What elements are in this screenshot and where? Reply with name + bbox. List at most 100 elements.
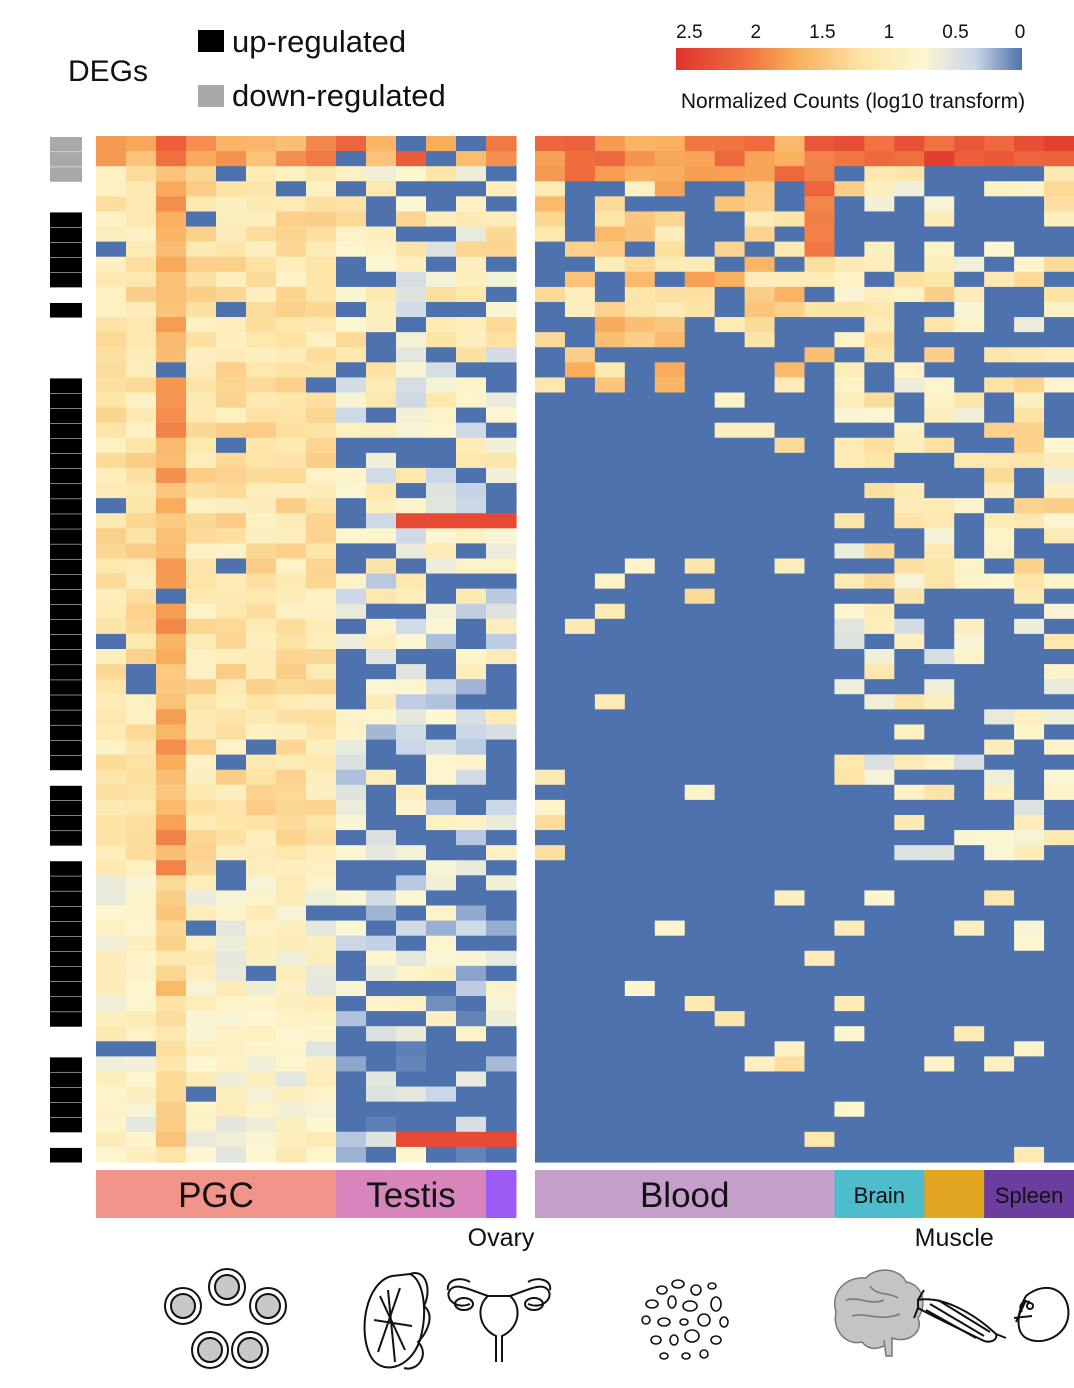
- heatmap-cell: [535, 573, 566, 590]
- heatmap-cell: [804, 181, 836, 197]
- heatmap-cell: [864, 407, 895, 424]
- heatmap-cell: [276, 633, 307, 650]
- heatmap-cell: [456, 845, 487, 861]
- heatmap-cell: [426, 166, 457, 182]
- heatmap-cell: [984, 483, 1015, 499]
- heatmap-cell: [306, 196, 337, 213]
- heatmap-cell: [564, 256, 596, 273]
- heatmap-cell: [564, 1071, 596, 1088]
- heatmap-cell: [535, 543, 566, 560]
- heatmap-cell: [804, 694, 836, 710]
- heatmap-cell: [894, 362, 925, 379]
- heatmap-cell: [894, 196, 925, 213]
- heatmap-cell: [216, 332, 247, 348]
- heatmap-cell: [834, 950, 865, 967]
- deg-up-marker: [50, 725, 82, 741]
- heatmap-cell: [1014, 890, 1045, 907]
- heatmap-cell: [186, 211, 217, 228]
- heatmap-cell: [654, 1041, 686, 1057]
- heatmap-cell: [1014, 422, 1045, 439]
- heatmap-cell: [1044, 573, 1074, 590]
- heatmap-cell: [456, 317, 487, 333]
- heatmap-cell: [186, 483, 217, 499]
- heatmap-cell: [246, 467, 277, 484]
- heatmap-cell: [834, 830, 865, 846]
- deg-up-marker: [50, 619, 82, 635]
- heatmap-cell: [396, 347, 427, 363]
- heatmap-cell: [864, 377, 895, 394]
- heatmap-cell: [654, 799, 686, 816]
- heatmap-cell: [306, 1116, 337, 1133]
- heatmap-cell: [714, 1056, 746, 1073]
- heatmap-cell: [954, 196, 985, 213]
- heatmap-cell: [486, 332, 517, 348]
- heatmap-cell: [564, 1086, 596, 1103]
- heatmap-cell: [984, 679, 1015, 695]
- heatmap-cell: [984, 558, 1015, 575]
- heatmap-cell: [306, 407, 337, 424]
- heatmap-cell: [624, 1041, 656, 1057]
- heatmap-cell: [126, 1146, 157, 1163]
- heatmap-cell: [246, 196, 277, 213]
- heatmap-cell: [276, 452, 307, 469]
- heatmap-cell: [864, 301, 895, 318]
- heatmap-cell: [276, 286, 307, 303]
- heatmap-cell: [306, 1011, 337, 1027]
- heatmap-cell: [186, 1071, 217, 1088]
- heatmap-cell: [216, 483, 247, 499]
- heatmap-cell: [216, 1131, 247, 1148]
- heatmap-cell: [366, 1146, 397, 1163]
- heatmap-cell: [186, 1011, 217, 1027]
- heatmap-cell: [186, 784, 217, 801]
- heatmap-cell: [744, 317, 776, 333]
- heatmap-cell: [684, 362, 716, 379]
- heatmap-cell: [186, 739, 217, 756]
- heatmap-cell: [216, 573, 247, 590]
- heatmap-cell: [1044, 136, 1074, 152]
- heatmap-cell: [954, 784, 985, 801]
- heatmap-cell: [246, 1041, 277, 1057]
- heatmap-cell: [535, 407, 566, 424]
- heatmap-cell: [156, 920, 187, 937]
- heatmap-cell: [246, 1116, 277, 1133]
- heatmap-cell: [336, 422, 367, 439]
- heatmap-cell: [594, 694, 626, 710]
- heatmap-cell: [306, 649, 337, 665]
- heatmap-cell: [186, 136, 217, 152]
- heatmap-cell: [804, 483, 836, 499]
- heatmap-cell: [804, 452, 836, 469]
- heatmap-cell: [426, 136, 457, 152]
- heatmap-cell: [456, 226, 487, 243]
- heatmap-cell: [834, 1041, 865, 1057]
- heatmap-cell: [834, 301, 865, 318]
- heatmap-cell: [654, 377, 686, 394]
- heatmap-cell: [126, 467, 157, 484]
- heatmap-cell: [564, 1041, 596, 1057]
- heatmap-cell: [594, 603, 626, 620]
- heatmap-cell: [744, 301, 776, 318]
- colorbar-tick-label: 2: [751, 22, 762, 43]
- heatmap-cell: [96, 241, 127, 258]
- heatmap-cell: [126, 649, 157, 665]
- heatmap-cell: [564, 136, 596, 152]
- heatmap-cell: [804, 935, 836, 952]
- heatmap-cell: [246, 1131, 277, 1148]
- heatmap-cell: [714, 422, 746, 439]
- heatmap-cell: [246, 377, 277, 394]
- heatmap-cell: [804, 633, 836, 650]
- heatmap-cell: [984, 226, 1015, 243]
- heatmap-cell: [246, 1146, 277, 1163]
- heatmap-cell: [426, 694, 457, 710]
- heatmap-cell: [366, 332, 397, 348]
- heatmap-cell: [654, 920, 686, 937]
- heatmap-cell: [984, 573, 1015, 590]
- heatmap-cell: [1014, 528, 1045, 544]
- heatmap-cell: [714, 618, 746, 635]
- heatmap-cell: [834, 588, 865, 605]
- heatmap-cell: [804, 136, 836, 152]
- heatmap-cell: [804, 1011, 836, 1027]
- heatmap-cell: [744, 573, 776, 590]
- heatmap-cell: [535, 483, 566, 499]
- heatmap-cell: [396, 286, 427, 303]
- heatmap-cell: [186, 965, 217, 982]
